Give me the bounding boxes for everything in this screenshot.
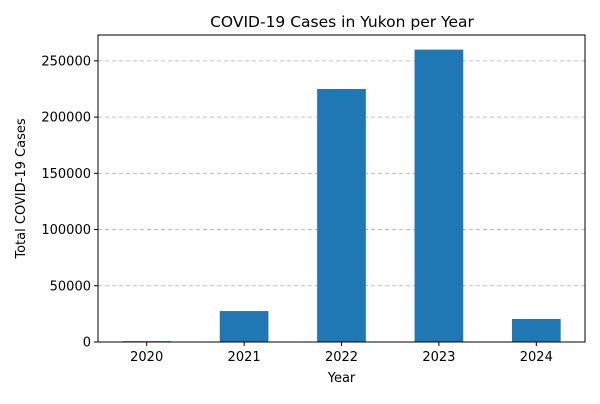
y-tick-label: 250000 [41,54,91,69]
x-axis: 2020 2021 2022 2023 2024 [130,342,553,365]
x-tick-label: 2023 [422,350,455,365]
y-axis: 0 50000 100000 150000 200000 250000 [41,54,98,351]
y-axis-label: Total COVID-19 Cases [14,118,29,259]
y-tick-label: 150000 [41,167,91,182]
x-tick-label: 2020 [130,350,163,365]
y-tick-label: 50000 [50,279,91,294]
x-tick-label: 2021 [228,350,261,365]
bar-2022 [317,88,366,342]
x-tick-label: 2022 [325,350,358,365]
y-tick-label: 100000 [41,223,91,238]
bar-2023 [414,49,464,342]
chart-title: COVID-19 Cases in Yukon per Year [210,13,474,31]
x-axis-label: Year [327,371,356,386]
y-tick-label: 0 [83,336,91,351]
bar-2024 [511,318,561,342]
bar-2021 [219,311,269,342]
y-tick-label: 200000 [41,111,91,126]
x-tick-label: 2024 [520,350,553,365]
bars [122,49,561,342]
